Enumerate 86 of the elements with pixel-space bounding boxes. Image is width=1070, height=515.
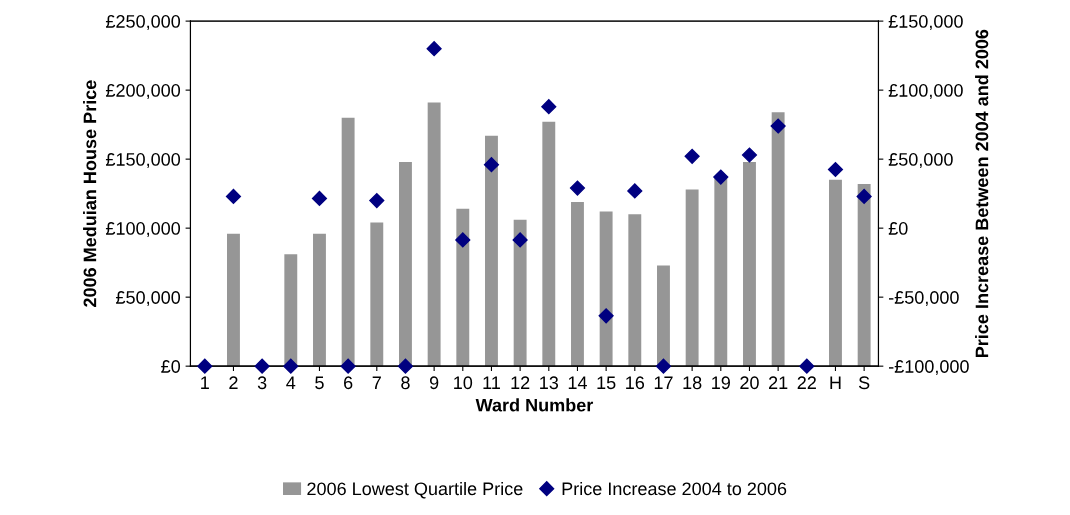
y-tick-label: £200,000 (105, 84, 181, 99)
point (655, 358, 672, 374)
y-tick-label: £0 (161, 360, 181, 373)
point (684, 148, 700, 164)
bar (313, 233, 326, 367)
point (627, 183, 643, 199)
x-tick-label: 13 (540, 376, 559, 390)
bar (284, 254, 298, 367)
bar (399, 161, 412, 367)
x-tick-label: S (858, 376, 870, 390)
bar (657, 265, 670, 367)
x-tick-label: 9 (429, 376, 439, 390)
bar (456, 208, 470, 367)
x-tick-label: 14 (568, 376, 587, 389)
bar (771, 112, 785, 367)
y-tick-label: £50,000 (115, 291, 181, 307)
x-tick-label: 15 (597, 376, 616, 390)
point (827, 161, 844, 178)
bar (485, 135, 498, 367)
point (426, 41, 442, 57)
x-tick-label: 20 (740, 376, 759, 390)
point (569, 180, 586, 196)
x-tick-label: 3 (257, 376, 267, 390)
y2-axis-title: Price Increase Between 2004 and 2006 (975, 29, 989, 358)
point (598, 308, 614, 324)
bar (427, 102, 441, 367)
y-tick-label: £100,000 (105, 222, 181, 237)
bar (743, 161, 756, 367)
point (283, 358, 299, 374)
bar (227, 233, 240, 367)
y-tick-label: £150,000 (105, 153, 181, 168)
point (369, 192, 385, 209)
x-tick-label: H (830, 376, 841, 389)
point (397, 358, 414, 374)
bar (341, 117, 355, 367)
y2-tick-label: £100,000 (888, 84, 963, 99)
bar (370, 222, 384, 367)
x-tick-label: 22 (797, 376, 816, 389)
point (311, 190, 328, 207)
point (799, 358, 815, 374)
x-tick-label: 17 (654, 376, 673, 389)
point (254, 358, 270, 374)
point (713, 169, 729, 185)
y2-tick-label: £0 (888, 222, 908, 235)
bar (685, 189, 699, 367)
x-tick-label: 10 (454, 376, 473, 390)
point (541, 99, 557, 115)
x-tick-label: 21 (769, 376, 788, 389)
x-tick-label: 11 (483, 376, 500, 389)
x-tick-label: 2 (229, 376, 238, 389)
x-tick-label: 18 (683, 376, 702, 390)
x-tick-label: 4 (286, 376, 296, 389)
point (197, 358, 213, 374)
bar (628, 214, 642, 367)
point (340, 358, 356, 374)
bar (857, 183, 871, 367)
legend-label: Price Increase 2004 to 2006 (562, 481, 787, 496)
bar (571, 201, 584, 367)
x-tick-label: 1 (201, 376, 209, 389)
point (483, 157, 500, 173)
y2-tick-label: -£100,000 (888, 360, 969, 376)
y-tick-label: £250,000 (105, 15, 181, 30)
bar (599, 211, 613, 367)
y2-tick-label: -£50,000 (888, 291, 959, 307)
x-tick-label: 7 (372, 376, 381, 389)
point (455, 232, 471, 248)
x-axis-title: Ward Number (475, 398, 594, 412)
point (770, 118, 786, 134)
bar (542, 121, 556, 367)
y2-tick-label: £150,000 (888, 15, 963, 30)
x-tick-label: 5 (315, 376, 324, 390)
x-tick-label: 6 (344, 376, 353, 390)
point (225, 188, 242, 204)
bar (714, 177, 728, 367)
y2-tick-label: £50,000 (888, 153, 953, 168)
bar (513, 219, 527, 367)
legend-label: 2006 Lowest Quartile Price (307, 481, 523, 499)
x-tick-label: 19 (712, 376, 730, 390)
point (856, 188, 872, 204)
x-tick-label: 12 (511, 376, 530, 389)
y-axis-title: 2006 Meduian House Price (83, 80, 97, 307)
x-tick-label: 16 (626, 376, 645, 390)
point (512, 232, 528, 248)
point (741, 147, 758, 163)
bar (829, 179, 842, 367)
x-tick-label: 8 (401, 376, 410, 390)
